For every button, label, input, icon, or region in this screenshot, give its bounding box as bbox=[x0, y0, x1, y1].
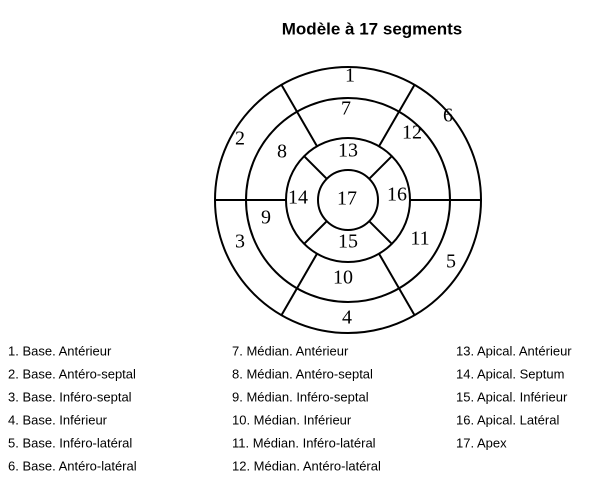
segment-divider bbox=[368, 220, 393, 245]
segment-label: 16 bbox=[387, 184, 407, 206]
segment-label: 9 bbox=[261, 207, 271, 229]
segment-label: 15 bbox=[338, 231, 358, 253]
legend-item: 17. Apex bbox=[456, 435, 507, 450]
segment-label: 4 bbox=[342, 307, 352, 329]
segment-divider bbox=[303, 220, 328, 245]
legend-item: 6. Base. Antéro-latéral bbox=[8, 458, 137, 473]
legend-item: 13. Apical. Antérieur bbox=[456, 343, 572, 358]
segment-label: 10 bbox=[333, 267, 353, 289]
segment-label: 12 bbox=[402, 122, 422, 144]
segment-label: 7 bbox=[341, 98, 351, 120]
segment-divider bbox=[378, 253, 416, 316]
segment-label: 3 bbox=[235, 231, 245, 253]
segment-label: 17 bbox=[337, 188, 357, 210]
legend-item: 3. Base. Inféro-septal bbox=[8, 389, 132, 404]
legend-item: 8. Médian. Antéro-septal bbox=[232, 366, 373, 381]
segment-label: 5 bbox=[446, 251, 456, 273]
segment-divider bbox=[303, 155, 328, 180]
legend-item: 12. Médian. Antéro-latéral bbox=[232, 458, 381, 473]
legend-item: 11. Médian. Inféro-latéral bbox=[232, 435, 376, 450]
segment-label: 11 bbox=[410, 228, 429, 250]
segment-divider bbox=[378, 84, 416, 147]
legend-item: 7. Médian. Antérieur bbox=[232, 343, 349, 358]
legend-item: 14. Apical. Septum bbox=[456, 366, 564, 381]
segment-label: 2 bbox=[235, 128, 245, 150]
segment-divider bbox=[280, 84, 318, 147]
segment-label: 14 bbox=[288, 187, 308, 209]
ring-apex bbox=[317, 169, 379, 231]
segment-label: 13 bbox=[338, 140, 358, 162]
title: Modèle à 17 segments bbox=[282, 19, 462, 38]
segment-divider bbox=[280, 253, 318, 316]
segment-label: 8 bbox=[277, 141, 287, 163]
legend-item: 10. Médian. Inférieur bbox=[232, 412, 352, 427]
legend-item: 5. Base. Inféro-latéral bbox=[8, 435, 132, 450]
segment-label: 6 bbox=[443, 105, 453, 127]
legend-item: 9. Médian. Inféro-septal bbox=[232, 389, 369, 404]
legend-item: 4. Base. Inférieur bbox=[8, 412, 108, 427]
legend-item: 1. Base. Antérieur bbox=[8, 343, 112, 358]
segment-divider bbox=[368, 155, 393, 180]
legend-item: 16. Apical. Latéral bbox=[456, 412, 559, 427]
legend-item: 15. Apical. Inférieur bbox=[456, 389, 568, 404]
legend-item: 2. Base. Antéro-septal bbox=[8, 366, 136, 381]
segment-label: 1 bbox=[345, 65, 355, 87]
